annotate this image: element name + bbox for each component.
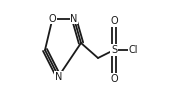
Text: N: N <box>55 72 62 82</box>
Text: O: O <box>49 14 56 24</box>
Text: O: O <box>110 74 118 84</box>
Text: S: S <box>111 45 117 55</box>
Text: Cl: Cl <box>128 45 138 55</box>
Text: N: N <box>70 14 78 24</box>
Text: O: O <box>110 16 118 26</box>
